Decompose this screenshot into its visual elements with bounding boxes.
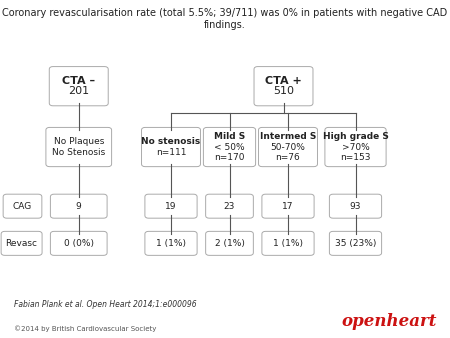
Text: 23: 23 xyxy=(224,202,235,211)
Text: 0 (0%): 0 (0%) xyxy=(64,239,94,248)
Text: Coronary revascularisation rate (total 5.5%; 39/711) was 0% in patients with neg: Coronary revascularisation rate (total 5… xyxy=(2,8,448,19)
Text: 50-70%: 50-70% xyxy=(270,143,306,151)
FancyBboxPatch shape xyxy=(254,67,313,106)
Text: Intermed S: Intermed S xyxy=(260,132,316,141)
Text: 9: 9 xyxy=(76,202,81,211)
FancyBboxPatch shape xyxy=(206,194,253,218)
FancyBboxPatch shape xyxy=(50,231,107,256)
Text: Fabian Plank et al. Open Heart 2014;1:e000096: Fabian Plank et al. Open Heart 2014;1:e0… xyxy=(14,300,196,309)
Text: 510: 510 xyxy=(273,86,294,96)
Text: n=170: n=170 xyxy=(214,153,245,162)
FancyBboxPatch shape xyxy=(141,127,201,167)
FancyBboxPatch shape xyxy=(258,127,318,167)
FancyBboxPatch shape xyxy=(203,127,256,167)
Text: 2 (1%): 2 (1%) xyxy=(215,239,244,248)
Text: Mild S: Mild S xyxy=(214,132,245,141)
Text: n=76: n=76 xyxy=(275,153,301,162)
Text: 19: 19 xyxy=(165,202,177,211)
FancyBboxPatch shape xyxy=(206,231,253,256)
Text: < 50%: < 50% xyxy=(214,143,245,151)
FancyBboxPatch shape xyxy=(145,231,197,256)
Text: findings.: findings. xyxy=(204,20,246,30)
Text: 17: 17 xyxy=(282,202,294,211)
Text: Revasc: Revasc xyxy=(5,239,38,248)
Text: No Stenosis: No Stenosis xyxy=(52,148,105,156)
Text: 1 (1%): 1 (1%) xyxy=(156,239,186,248)
Text: No Plaques: No Plaques xyxy=(54,138,104,146)
Text: openheart: openheart xyxy=(341,313,436,330)
Text: 35 (23%): 35 (23%) xyxy=(335,239,376,248)
FancyBboxPatch shape xyxy=(46,127,112,167)
FancyBboxPatch shape xyxy=(329,231,382,256)
FancyBboxPatch shape xyxy=(329,194,382,218)
Text: 1 (1%): 1 (1%) xyxy=(273,239,303,248)
Text: CAG: CAG xyxy=(13,202,32,211)
FancyBboxPatch shape xyxy=(1,231,42,256)
Text: 201: 201 xyxy=(68,86,89,96)
FancyBboxPatch shape xyxy=(49,67,108,106)
Text: n=111: n=111 xyxy=(156,148,186,156)
Text: n=153: n=153 xyxy=(340,153,371,162)
FancyBboxPatch shape xyxy=(50,194,107,218)
Text: CTA –: CTA – xyxy=(62,76,95,86)
Text: ©2014 by British Cardiovascular Society: ©2014 by British Cardiovascular Society xyxy=(14,325,156,332)
FancyBboxPatch shape xyxy=(3,194,42,218)
FancyBboxPatch shape xyxy=(262,194,314,218)
FancyBboxPatch shape xyxy=(325,127,386,167)
Text: No stenosis: No stenosis xyxy=(141,138,201,146)
Text: CTA +: CTA + xyxy=(265,76,302,86)
FancyBboxPatch shape xyxy=(145,194,197,218)
FancyBboxPatch shape xyxy=(262,231,314,256)
Text: 93: 93 xyxy=(350,202,361,211)
Text: >70%: >70% xyxy=(342,143,369,151)
Text: High grade S: High grade S xyxy=(323,132,388,141)
